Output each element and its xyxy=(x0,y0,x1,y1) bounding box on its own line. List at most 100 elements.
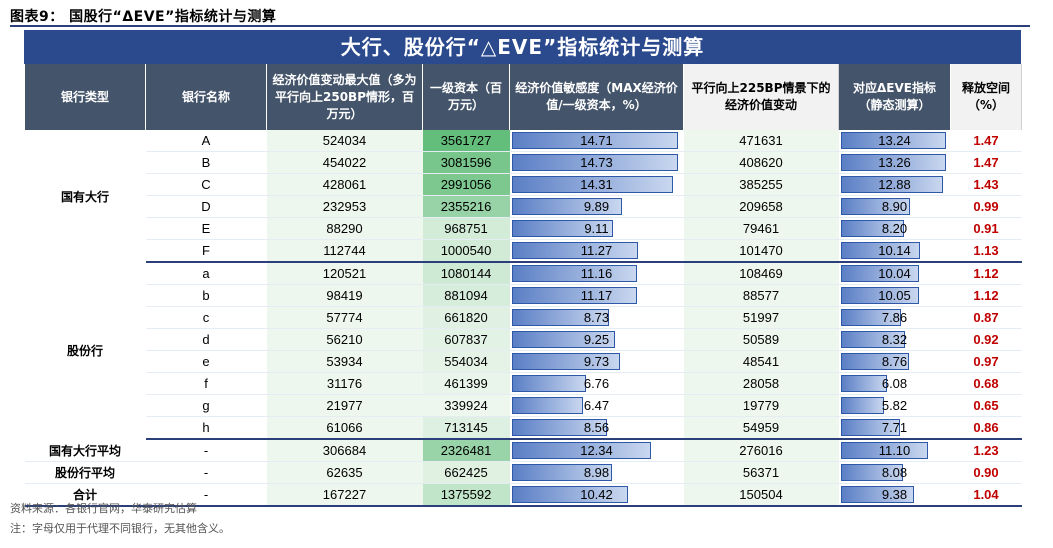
tier1-capital-cell: 554034 xyxy=(422,350,510,373)
max-eve-change-cell: 306684 xyxy=(266,439,423,462)
bank-name-cell: g xyxy=(145,394,267,417)
pv225-cell: 108469 xyxy=(683,262,839,285)
max-eve-change-cell: 57774 xyxy=(266,306,423,329)
tier1-capital-cell: 2991056 xyxy=(422,173,510,196)
max-eve-change-cell: 428061 xyxy=(266,173,423,196)
col-header-max-eve-change: 经济价值变动最大值（多为平行向上250BP情形，百万元） xyxy=(266,64,423,130)
eve-indicator-cell: 12.88 xyxy=(838,173,951,196)
bank-name-cell: b xyxy=(145,284,267,307)
pv225-cell: 19779 xyxy=(683,394,839,417)
eve-indicator-cell: 8.90 xyxy=(838,195,951,218)
max-eve-change-cell: 53934 xyxy=(266,350,423,373)
table-row: F 112744 1000540 11.27 101470 10.14 1.13 xyxy=(25,239,1022,263)
release-space-cell: 0.65 xyxy=(950,394,1022,417)
eve-indicator-cell: 11.10 xyxy=(838,439,951,462)
tier1-capital-cell: 3081596 xyxy=(422,151,510,174)
eve-indicator-cell-value: 10.05 xyxy=(878,288,911,303)
pv225-cell: 408620 xyxy=(683,151,839,174)
header-row: 银行类型 银行名称 经济价值变动最大值（多为平行向上250BP情形，百万元） 一… xyxy=(24,64,1022,130)
sensitivity-cell: 11.17 xyxy=(509,284,684,307)
eve-indicator-cell: 8.32 xyxy=(838,328,951,351)
eve-indicator-cell: 13.24 xyxy=(838,130,951,152)
sensitivity-cell-bar xyxy=(511,265,637,282)
col-header-eve-indicator: 对应ΔEVE指标（静态测算） xyxy=(838,64,951,130)
sensitivity-cell-bar xyxy=(511,198,623,215)
table-row: d 56210 607837 9.25 50589 8.32 0.92 xyxy=(25,328,1022,351)
summary-label-cell: 股份行平均 xyxy=(24,461,146,484)
eve-indicator-cell-bar xyxy=(840,154,946,171)
table-row: e 53934 554034 9.73 48541 8.76 0.97 xyxy=(25,350,1022,373)
pv225-cell: 471631 xyxy=(683,130,839,152)
sensitivity-cell-bar xyxy=(511,419,607,436)
table-row: b 98419 881094 11.17 88577 10.05 1.12 xyxy=(25,284,1022,307)
eve-indicator-cell-value: 11.10 xyxy=(878,443,911,458)
max-eve-change-cell: 21977 xyxy=(266,394,423,417)
eve-indicator-cell: 9.38 xyxy=(838,483,951,507)
col-header-sensitivity: 经济价值敏感度（MAX经济价值/一级资本，%） xyxy=(509,64,684,130)
pv225-cell: 209658 xyxy=(683,195,839,218)
max-eve-change-cell: 112744 xyxy=(266,239,423,263)
bank-name-cell: e xyxy=(145,350,267,373)
eve-indicator-cell-value: 8.76 xyxy=(881,354,908,369)
sensitivity-cell-value: 9.89 xyxy=(583,199,610,214)
sensitivity-cell: 10.42 xyxy=(509,483,684,507)
sensitivity-cell: 6.76 xyxy=(509,372,684,395)
max-eve-change-cell: 98419 xyxy=(266,284,423,307)
release-space-cell: 1.23 xyxy=(950,439,1022,462)
table-row: g 21977 339924 6.47 19779 5.82 0.65 xyxy=(25,394,1022,417)
table-row: C 428061 2991056 14.31 385255 12.88 1.43 xyxy=(25,173,1022,196)
table-row: c 57774 661820 8.73 51997 7.86 0.87 xyxy=(25,306,1022,329)
eve-indicator-cell-bar xyxy=(840,353,909,370)
sensitivity-cell-bar xyxy=(511,242,639,259)
sensitivity-cell-bar xyxy=(511,331,615,348)
bank-name-cell: - xyxy=(145,461,267,484)
eve-indicator-cell-bar xyxy=(840,419,900,436)
eve-indicator-cell-value: 8.90 xyxy=(881,199,908,214)
pv225-cell: 79461 xyxy=(683,217,839,240)
eve-indicator-cell: 8.08 xyxy=(838,461,951,484)
eve-indicator-cell: 10.04 xyxy=(838,262,951,285)
table-row: B 454022 3081596 14.73 408620 13.26 1.47 xyxy=(25,151,1022,174)
pv225-cell: 385255 xyxy=(683,173,839,196)
sensitivity-cell-value: 14.73 xyxy=(580,155,613,170)
bank-name-cell: c xyxy=(145,306,267,329)
col-header-pv225: 平行向上225BP情景下的经济价值变动 xyxy=(683,64,839,130)
pv225-cell: 48541 xyxy=(683,350,839,373)
eve-indicator-cell-bar xyxy=(840,442,928,459)
sensitivity-cell-value: 11.27 xyxy=(580,243,613,258)
max-eve-change-cell: 88290 xyxy=(266,217,423,240)
eve-indicator-cell-value: 9.38 xyxy=(881,487,908,502)
release-space-cell: 1.43 xyxy=(950,173,1022,196)
sensitivity-cell-value: 8.56 xyxy=(583,420,610,435)
sensitivity-cell-value: 14.31 xyxy=(580,177,613,192)
sensitivity-cell-bar xyxy=(511,442,651,459)
tier1-capital-cell: 662425 xyxy=(422,461,510,484)
max-eve-change-cell: 61066 xyxy=(266,416,423,440)
tier1-capital-cell: 661820 xyxy=(422,306,510,329)
eve-indicator-cell-bar xyxy=(840,287,920,304)
sensitivity-cell: 14.73 xyxy=(509,151,684,174)
bank-type-cell: 股份行 xyxy=(66,344,103,358)
sensitivity-cell: 9.73 xyxy=(509,350,684,373)
tier1-capital-cell: 881094 xyxy=(422,284,510,307)
table-row: E 88290 968751 9.11 79461 8.20 0.91 xyxy=(25,217,1022,240)
release-space-cell: 1.12 xyxy=(950,284,1022,307)
sensitivity-cell-bar xyxy=(511,486,629,503)
sensitivity-cell: 11.27 xyxy=(509,239,684,263)
eve-indicator-cell-bar xyxy=(840,309,902,326)
pv225-cell: 28058 xyxy=(683,372,839,395)
eve-indicator-cell-value: 6.08 xyxy=(881,376,908,391)
sensitivity-cell-value: 12.34 xyxy=(580,443,613,458)
pv225-cell: 50589 xyxy=(683,328,839,351)
eve-indicator-cell-bar xyxy=(840,176,943,193)
tier1-capital-cell: 968751 xyxy=(422,217,510,240)
summary-label-cell: 合计 xyxy=(24,483,146,507)
tier1-capital-cell: 339924 xyxy=(422,394,510,417)
summary-row: 国有大行平均 -306684 2326481 12.34 276016 11.10 1.23 xyxy=(24,439,1022,462)
eve-indicator-cell: 7.71 xyxy=(838,416,951,440)
sensitivity-cell: 8.98 xyxy=(509,461,684,484)
sensitivity-cell-value: 11.16 xyxy=(580,266,613,281)
col-header-release: 释放空间（%） xyxy=(950,64,1022,130)
pv225-cell: 150504 xyxy=(683,483,839,507)
tier1-capital-cell: 2355216 xyxy=(422,195,510,218)
